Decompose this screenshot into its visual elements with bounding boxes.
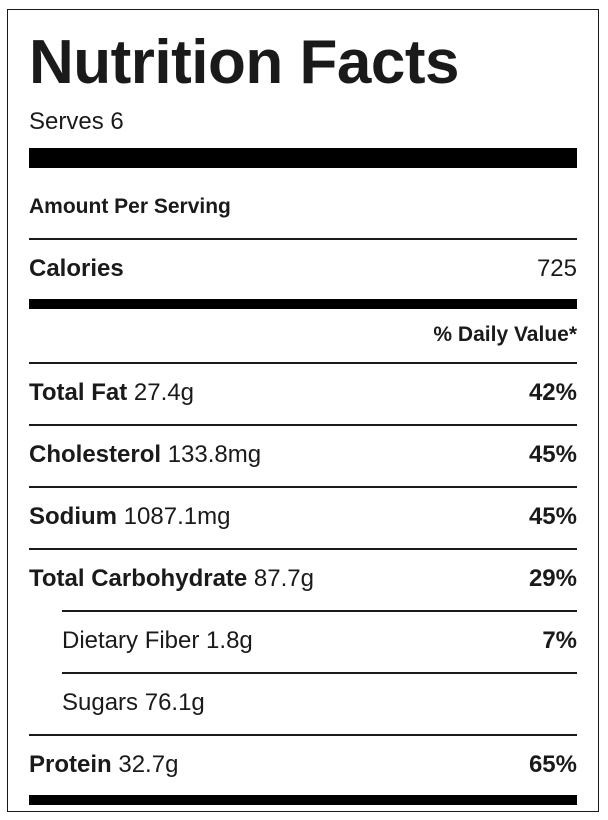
nutrient-name: Protein <box>29 751 112 778</box>
divider <box>29 424 577 426</box>
nutrient-daily-value: 45% <box>528 441 577 468</box>
nutrient-row-cholesterol: Cholesterol 133.8mg 45% <box>29 425 577 485</box>
divider <box>62 672 577 674</box>
nutrient-name: Cholesterol <box>29 441 162 468</box>
bottom-divider <box>29 795 577 805</box>
nutrient-name: Dietary Fiber <box>62 627 200 654</box>
divider <box>29 486 577 488</box>
divider <box>29 734 577 736</box>
nutrient-name: Sodium <box>29 503 117 530</box>
nutrient-daily-value: 29% <box>528 565 577 592</box>
nutrient-amount: 133.8mg <box>167 441 262 468</box>
nutrient-name: Sugars <box>62 689 139 716</box>
nutrient-amount: 27.4g <box>133 379 194 406</box>
nutrient-row-sugars: Sugars 76.1g <box>62 673 577 733</box>
nutrient-row-total-fat: Total Fat 27.4g 42% <box>29 363 577 423</box>
nutrient-daily-value: 65% <box>528 751 577 778</box>
nutrition-facts-label: Nutrition Facts Serves 6 Amount Per Serv… <box>7 9 599 812</box>
servings-text: Serves 6 <box>29 108 124 135</box>
medium-divider <box>29 299 577 309</box>
nutrient-amount: 1087.1mg <box>123 503 231 530</box>
divider <box>29 238 577 240</box>
nutrient-amount: 87.7g <box>253 565 314 592</box>
divider <box>62 610 577 612</box>
thick-divider <box>29 148 577 168</box>
nutrient-amount: 32.7g <box>118 751 179 778</box>
nutrient-row-sodium: Sodium 1087.1mg 45% <box>29 487 577 547</box>
nutrient-daily-value: 45% <box>528 503 577 530</box>
nutrient-amount: 1.8g <box>206 627 253 654</box>
divider <box>29 362 577 364</box>
divider <box>29 548 577 550</box>
nutrient-row-protein: Protein 32.7g 65% <box>29 735 577 795</box>
label-title: Nutrition Facts <box>29 28 459 97</box>
calories-value: 725 <box>536 255 577 282</box>
nutrient-daily-value: 42% <box>528 379 577 406</box>
nutrient-row-dietary-fiber: Dietary Fiber 1.8g 7% <box>62 611 577 671</box>
nutrient-daily-value: 7% <box>542 627 577 654</box>
daily-value-header: % Daily Value* <box>433 323 577 346</box>
nutrient-row-total-carbohydrate: Total Carbohydrate 87.7g 29% <box>29 549 577 609</box>
amount-per-serving: Amount Per Serving <box>29 195 231 218</box>
calories-row: Calories 725 <box>29 239 577 299</box>
calories-label: Calories <box>29 255 124 282</box>
nutrient-name: Total Carbohydrate <box>29 565 248 592</box>
nutrient-amount: 76.1g <box>144 689 205 716</box>
nutrient-name: Total Fat <box>29 379 128 406</box>
